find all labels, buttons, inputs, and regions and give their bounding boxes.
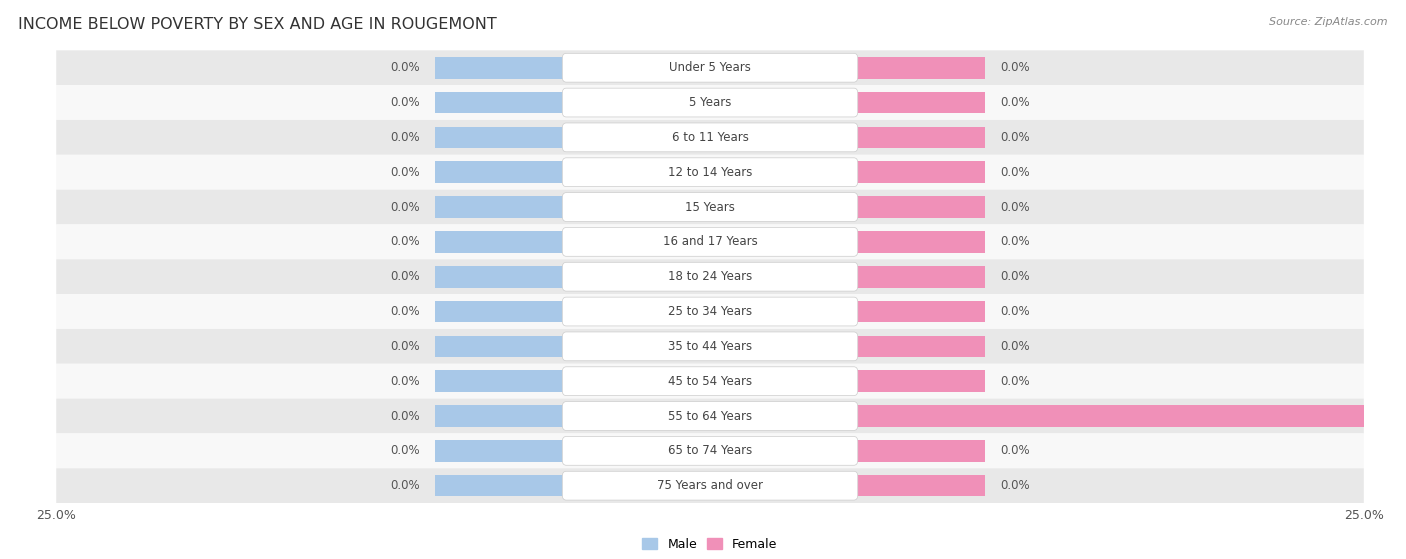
Text: 0.0%: 0.0% [389,96,420,109]
FancyBboxPatch shape [562,193,858,221]
Text: 0.0%: 0.0% [1000,131,1031,144]
FancyBboxPatch shape [562,297,858,326]
Bar [436,301,567,323]
FancyBboxPatch shape [562,228,858,256]
Text: 0.0%: 0.0% [1000,96,1031,109]
Text: 0.0%: 0.0% [1000,61,1031,74]
Text: 75 Years and over: 75 Years and over [657,479,763,492]
Text: 65 to 74 Years: 65 to 74 Years [668,444,752,457]
Text: 0.0%: 0.0% [389,270,420,283]
Bar [436,266,567,287]
Text: 0.0%: 0.0% [389,410,420,423]
Bar [853,92,984,113]
Bar [436,162,567,183]
Text: 0.0%: 0.0% [389,305,420,318]
FancyBboxPatch shape [562,437,858,465]
Bar [436,126,567,148]
FancyBboxPatch shape [562,53,858,82]
Text: 0.0%: 0.0% [1000,201,1031,214]
Text: 25 to 34 Years: 25 to 34 Years [668,305,752,318]
Bar [853,162,984,183]
FancyBboxPatch shape [562,367,858,396]
Text: 0.0%: 0.0% [389,131,420,144]
Text: 21.9%: 21.9% [1369,410,1406,423]
Bar [436,371,567,392]
Text: 0.0%: 0.0% [389,375,420,388]
FancyBboxPatch shape [562,88,858,117]
FancyBboxPatch shape [562,332,858,361]
Bar [436,475,567,496]
Text: 45 to 54 Years: 45 to 54 Years [668,375,752,388]
Bar [853,57,984,78]
Text: 0.0%: 0.0% [389,340,420,353]
FancyBboxPatch shape [56,399,1364,433]
Bar [436,335,567,357]
Text: 0.0%: 0.0% [1000,444,1031,457]
Bar [853,405,1406,427]
FancyBboxPatch shape [56,259,1364,294]
Bar [436,92,567,113]
Bar [853,301,984,323]
FancyBboxPatch shape [56,85,1364,120]
Text: 55 to 64 Years: 55 to 64 Years [668,410,752,423]
Text: INCOME BELOW POVERTY BY SEX AND AGE IN ROUGEMONT: INCOME BELOW POVERTY BY SEX AND AGE IN R… [18,17,498,32]
Text: 0.0%: 0.0% [1000,270,1031,283]
Bar [853,196,984,218]
FancyBboxPatch shape [56,50,1364,85]
FancyBboxPatch shape [56,155,1364,190]
Bar [436,440,567,462]
Text: 0.0%: 0.0% [389,201,420,214]
Bar [436,405,567,427]
Text: 0.0%: 0.0% [389,444,420,457]
FancyBboxPatch shape [562,123,858,152]
Text: 0.0%: 0.0% [1000,340,1031,353]
FancyBboxPatch shape [562,262,858,291]
FancyBboxPatch shape [562,401,858,430]
FancyBboxPatch shape [56,433,1364,468]
Text: 12 to 14 Years: 12 to 14 Years [668,165,752,179]
Text: 0.0%: 0.0% [389,165,420,179]
Text: 0.0%: 0.0% [1000,165,1031,179]
FancyBboxPatch shape [56,225,1364,259]
Bar [853,440,984,462]
Text: 0.0%: 0.0% [1000,479,1031,492]
Text: 0.0%: 0.0% [1000,305,1031,318]
Text: 5 Years: 5 Years [689,96,731,109]
Text: 0.0%: 0.0% [1000,375,1031,388]
FancyBboxPatch shape [56,190,1364,225]
FancyBboxPatch shape [56,294,1364,329]
Text: 18 to 24 Years: 18 to 24 Years [668,270,752,283]
FancyBboxPatch shape [562,471,858,500]
Bar [853,371,984,392]
Text: 0.0%: 0.0% [389,479,420,492]
Bar [853,126,984,148]
Bar [853,475,984,496]
Text: 15 Years: 15 Years [685,201,735,214]
Text: 16 and 17 Years: 16 and 17 Years [662,235,758,248]
Text: 35 to 44 Years: 35 to 44 Years [668,340,752,353]
Bar [853,231,984,253]
Bar [436,231,567,253]
Text: Source: ZipAtlas.com: Source: ZipAtlas.com [1270,17,1388,27]
Bar [436,57,567,78]
FancyBboxPatch shape [56,120,1364,155]
Text: 0.0%: 0.0% [389,61,420,74]
FancyBboxPatch shape [56,468,1364,503]
Bar [853,266,984,287]
Text: 6 to 11 Years: 6 to 11 Years [672,131,748,144]
FancyBboxPatch shape [562,158,858,187]
Legend: Male, Female: Male, Female [637,533,783,556]
Bar [853,335,984,357]
Bar [436,196,567,218]
FancyBboxPatch shape [56,364,1364,399]
Text: 0.0%: 0.0% [1000,235,1031,248]
Text: Under 5 Years: Under 5 Years [669,61,751,74]
FancyBboxPatch shape [56,329,1364,364]
Text: 0.0%: 0.0% [389,235,420,248]
